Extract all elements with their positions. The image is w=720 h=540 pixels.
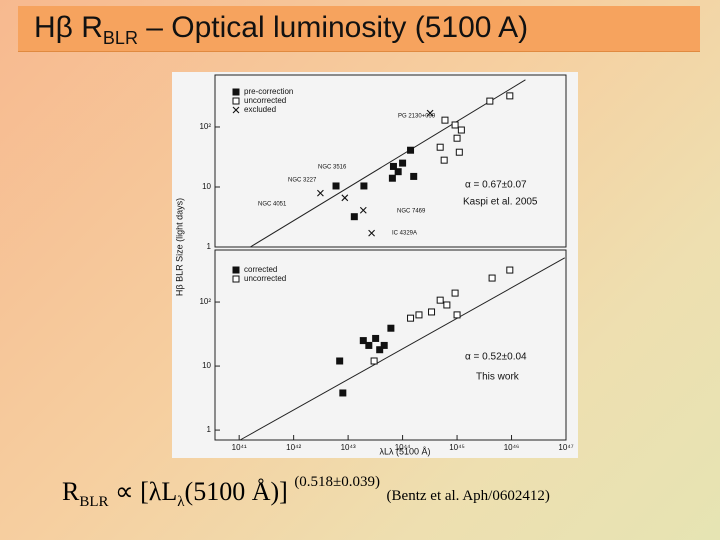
formula-part: ∝ [λL bbox=[115, 477, 178, 506]
x-tick-label: 10⁴³ bbox=[341, 443, 356, 452]
point bbox=[440, 156, 448, 164]
x-tick-label: 10⁴⁷ bbox=[558, 443, 573, 452]
x-tick-label: 10⁴⁶ bbox=[504, 443, 520, 452]
formula-subscript: λ bbox=[177, 494, 185, 511]
point bbox=[389, 162, 397, 170]
y-tick-label: 10 bbox=[202, 182, 211, 191]
point bbox=[415, 311, 423, 319]
y-tick-label: 1 bbox=[207, 425, 212, 434]
point bbox=[368, 229, 375, 237]
annotation: NGC 3516 bbox=[318, 165, 347, 171]
annotation: This work bbox=[476, 372, 520, 383]
point bbox=[455, 148, 463, 156]
legend-label: uncorrected bbox=[244, 274, 286, 283]
point bbox=[341, 194, 349, 202]
y-tick-label: 1 bbox=[207, 242, 212, 251]
formula-reference: (Bentz et al. Aph/0602412) bbox=[386, 488, 550, 504]
point bbox=[388, 174, 396, 182]
title-subscript: BLR bbox=[102, 28, 138, 48]
point bbox=[436, 296, 444, 304]
point bbox=[506, 266, 514, 274]
formula-subscript: BLR bbox=[79, 494, 109, 511]
point bbox=[376, 346, 384, 354]
legend-label: corrected bbox=[244, 265, 277, 274]
point bbox=[486, 97, 494, 105]
annotation: α = 0.67±0.07 bbox=[465, 180, 527, 191]
legend-label: uncorrected bbox=[244, 96, 286, 105]
point bbox=[387, 324, 395, 332]
legend-marker bbox=[232, 97, 240, 105]
annotation: PG 2130+099 bbox=[398, 114, 436, 120]
plot-frame bbox=[214, 249, 567, 441]
legend-marker bbox=[232, 275, 240, 283]
point bbox=[360, 182, 368, 190]
point bbox=[370, 357, 378, 365]
annotation: NGC 4051 bbox=[258, 202, 287, 208]
point bbox=[317, 189, 324, 197]
fit-line bbox=[250, 79, 526, 248]
point bbox=[441, 116, 449, 124]
x-tick-label: 10⁴⁴ bbox=[395, 443, 411, 452]
point bbox=[457, 126, 465, 134]
plot-frame bbox=[214, 74, 567, 248]
point bbox=[428, 308, 436, 316]
slide-title: Hβ RBLR – Optical luminosity (5100 A) bbox=[18, 6, 700, 52]
point bbox=[506, 92, 514, 100]
fit-line bbox=[239, 257, 566, 441]
legend-label: pre-correction bbox=[244, 87, 293, 96]
point bbox=[332, 182, 340, 190]
y-tick-label: 10² bbox=[199, 122, 211, 131]
formula-part: R bbox=[62, 477, 80, 506]
point bbox=[380, 341, 388, 349]
point bbox=[488, 274, 496, 282]
annotation: α = 0.52±0.04 bbox=[465, 352, 527, 363]
formula-part: (5100 Å)] bbox=[184, 477, 288, 506]
legend-marker bbox=[232, 106, 240, 114]
annotation: NGC 7469 bbox=[397, 209, 426, 215]
point bbox=[451, 289, 459, 297]
y-tick-label: 10 bbox=[202, 361, 211, 370]
title-part: – Optical luminosity (5100 A) bbox=[137, 11, 529, 44]
point bbox=[359, 206, 367, 214]
y-axis-label: Hβ BLR Size (light days) bbox=[174, 198, 184, 296]
formula-exponent: (0.518±0.039) bbox=[294, 474, 381, 490]
formula: RBLR ∝ [λLλ(5100 Å)] (0.518±0.039) (Bent… bbox=[62, 474, 550, 511]
point bbox=[453, 311, 461, 319]
x-tick-label: 10⁴² bbox=[286, 443, 301, 452]
annotation: NGC 3227 bbox=[288, 178, 317, 184]
point bbox=[451, 121, 459, 129]
legend-marker bbox=[232, 266, 240, 274]
plot-image bbox=[172, 72, 578, 458]
point bbox=[350, 213, 358, 221]
point bbox=[410, 172, 418, 180]
annotation: Kaspi et al. 2005 bbox=[463, 197, 538, 208]
legend-label: excluded bbox=[244, 105, 276, 114]
point bbox=[394, 168, 402, 176]
point bbox=[443, 301, 451, 309]
point bbox=[365, 341, 373, 349]
point bbox=[426, 109, 434, 117]
point bbox=[436, 143, 444, 151]
point bbox=[399, 159, 407, 167]
point bbox=[339, 389, 347, 397]
x-tick-label: 10⁴¹ bbox=[232, 443, 247, 452]
legend-marker bbox=[232, 88, 240, 96]
annotation: IC 4329A bbox=[392, 231, 417, 237]
point bbox=[453, 134, 461, 142]
point bbox=[407, 146, 415, 154]
x-axis-label: λLλ (5100 Å) bbox=[379, 446, 430, 456]
point bbox=[372, 334, 380, 342]
y-tick-label: 10² bbox=[199, 297, 211, 306]
title-part: Hβ R bbox=[34, 11, 103, 44]
point bbox=[407, 314, 415, 322]
x-tick-label: 10⁴⁵ bbox=[449, 443, 465, 452]
point bbox=[359, 337, 367, 345]
point bbox=[336, 357, 344, 365]
